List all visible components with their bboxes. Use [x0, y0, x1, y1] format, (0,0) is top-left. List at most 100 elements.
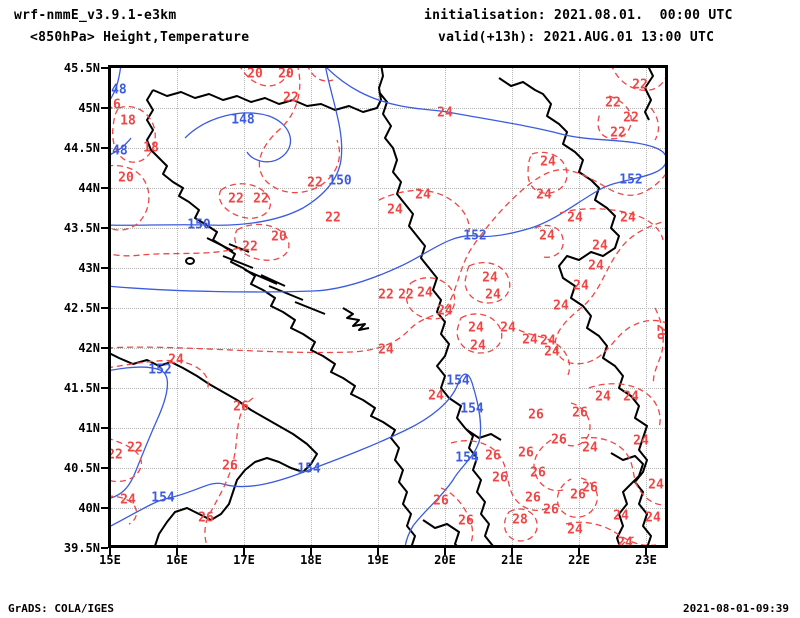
creation-timestamp: 2021-08-01-09:39 [683, 602, 789, 615]
temp-contour-sw [111, 359, 254, 545]
lat-tick-label: 41N [78, 421, 100, 435]
temp-label-24: 24 [648, 477, 664, 493]
height-label-154: 154 [297, 461, 321, 477]
lon-tick-mark [176, 548, 178, 555]
lon-tick-mark [444, 548, 446, 555]
grads-credit: GrADS: COLA/IGES [8, 602, 114, 615]
height-label-148: 148 [111, 143, 128, 159]
gridline-lon [244, 68, 245, 545]
lat-tick-label: 45.5N [63, 61, 100, 75]
temp-label-22: 22 [398, 287, 414, 303]
temp-label-22: 22 [253, 191, 269, 207]
gridline-lon [445, 68, 446, 545]
temp-contour-26-south [440, 307, 664, 545]
border-south-segments [422, 429, 644, 545]
height-label-154: 154 [460, 401, 484, 417]
temp-label-24: 24 [617, 535, 633, 548]
height-contours [111, 68, 665, 545]
temp-label-24: 24 [470, 338, 486, 354]
lat-tick-mark [101, 347, 108, 349]
border-northeast [498, 77, 652, 545]
temp-label-24: 24 [588, 258, 604, 274]
temp-label-24: 24 [540, 333, 556, 349]
height-contour-152 [111, 68, 665, 499]
lat-tick-label: 39.5N [63, 541, 100, 555]
lat-tick-label: 40.5N [63, 461, 100, 475]
height-label-150: 150 [328, 173, 352, 189]
temp-label-22: 22 [632, 77, 648, 93]
lon-tick-label: 21E [501, 553, 523, 567]
temp-label-26: 26 [433, 493, 449, 509]
lon-tick-mark [377, 548, 379, 555]
border-top-right-corner [644, 68, 654, 121]
lat-tick-label: 44.5N [63, 141, 100, 155]
height-contour-154 [111, 373, 482, 545]
lon-tick-label: 22E [568, 553, 590, 567]
lat-tick-mark [101, 147, 108, 149]
temp-label-26: 26 [485, 448, 501, 464]
temp-label-26: 26 [528, 407, 544, 423]
temp-label-22: 22 [610, 125, 626, 141]
lon-tick-label: 23E [635, 553, 657, 567]
lon-tick-mark [109, 548, 111, 555]
temp-label-24: 24 [437, 105, 453, 121]
gridline-lon [512, 68, 513, 545]
gridline-lat [111, 468, 665, 469]
temp-label-24: 24 [595, 389, 611, 405]
temp-label-20: 20 [278, 66, 294, 82]
lat-tick-mark [101, 547, 108, 549]
temp-label-26: 26 [518, 445, 534, 461]
temp-label-24: 24 [437, 303, 453, 319]
temp-contour-28 [503, 508, 538, 542]
map-plot-area: 148 148 148 150 150 152 152 152 154 154 154 154 154 1… [108, 65, 668, 548]
temp-label-24: 24 [500, 320, 516, 336]
temp-label-18: 18 [143, 140, 159, 156]
lat-tick-mark [101, 227, 108, 229]
temp-contour-24-center [378, 151, 664, 258]
temp-label-22: 22 [228, 191, 244, 207]
gridline-lat [111, 268, 665, 269]
temp-label-26: 26 [543, 502, 559, 518]
valid-time: valid(+13h): 2021.AUG.01 13:00 UTC [438, 30, 715, 45]
height-label-154: 154 [446, 373, 470, 389]
lon-tick-label: 19E [367, 553, 389, 567]
lon-tick-label: 20E [434, 553, 456, 567]
lat-tick-label: 43N [78, 261, 100, 275]
temp-label-24: 24 [544, 344, 560, 360]
height-label-152: 152 [148, 362, 172, 378]
lat-tick-label: 42.5N [63, 301, 100, 315]
lat-tick-label: 43.5N [63, 221, 100, 235]
lon-tick-mark [645, 548, 647, 555]
gridline-lat [111, 348, 665, 349]
temp-label-26: 26 [551, 432, 567, 448]
coastline-borders [111, 68, 654, 545]
gridline-lat [111, 508, 665, 509]
temp-label-24: 24 [428, 388, 444, 404]
gridline-lon [177, 68, 178, 545]
lat-tick-label: 41.5N [63, 381, 100, 395]
temp-label-26: 26 [492, 470, 508, 486]
initialisation-time: initialisation: 2021.08.01. 00:00 UTC [424, 8, 733, 23]
temp-label-16: 16 [111, 97, 121, 113]
temp-label-24: 24 [592, 238, 608, 254]
gridline-lat [111, 308, 665, 309]
temp-label-24: 24 [482, 270, 498, 286]
temp-label-26: 26 [525, 490, 541, 506]
lat-tick-label: 40N [78, 501, 100, 515]
gridline-lat [111, 228, 665, 229]
lat-tick-mark [101, 427, 108, 429]
temp-label-24: 24 [522, 332, 538, 348]
temp-label-24: 24 [539, 228, 555, 244]
temp-label-24: 24 [120, 492, 136, 508]
lat-tick-mark [101, 67, 108, 69]
lat-tick-mark [101, 467, 108, 469]
temp-label-24: 24 [168, 352, 184, 368]
lon-tick-mark [243, 548, 245, 555]
height-label-154: 154 [151, 490, 175, 506]
coastline-croatia-balkans [146, 68, 494, 545]
height-label-154: 154 [455, 450, 479, 466]
temp-label-24: 24 [567, 522, 583, 538]
temp-contour-22-ne [597, 68, 665, 141]
temp-label-22: 22 [623, 110, 639, 126]
